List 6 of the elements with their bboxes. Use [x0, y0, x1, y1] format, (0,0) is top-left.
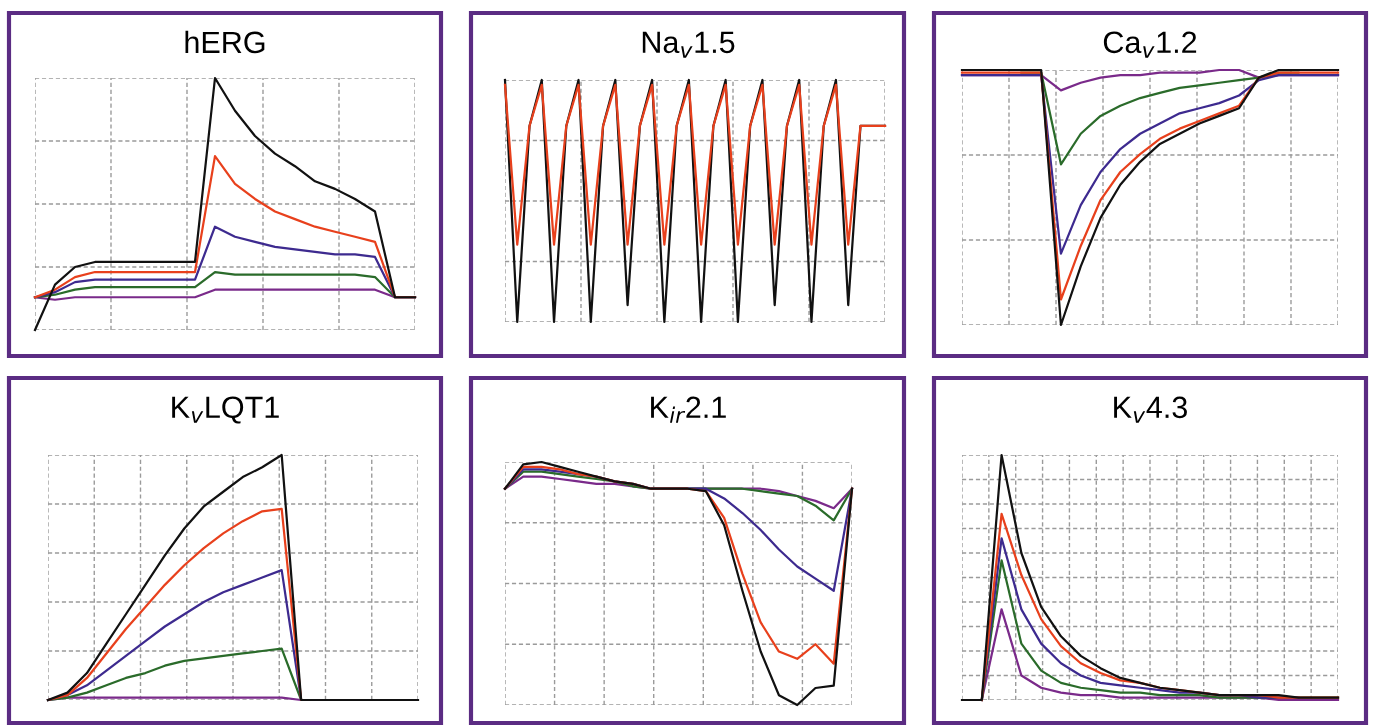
- chart-title: K$_{ir}$2.1: [651, 396, 726, 423]
- chart-title: K$_{v}$4.3: [1114, 396, 1187, 423]
- chart-title: K$_{v}$LQT1: [172, 396, 279, 424]
- chart-title: Na$_{v}$1.5: [642, 31, 735, 58]
- chart-title: hERG: [185, 30, 265, 54]
- chart-title: Ca$_{v}$1.2: [1103, 31, 1197, 58]
